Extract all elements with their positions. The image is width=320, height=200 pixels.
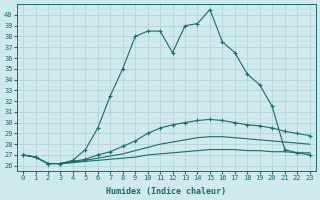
- X-axis label: Humidex (Indice chaleur): Humidex (Indice chaleur): [106, 187, 226, 196]
